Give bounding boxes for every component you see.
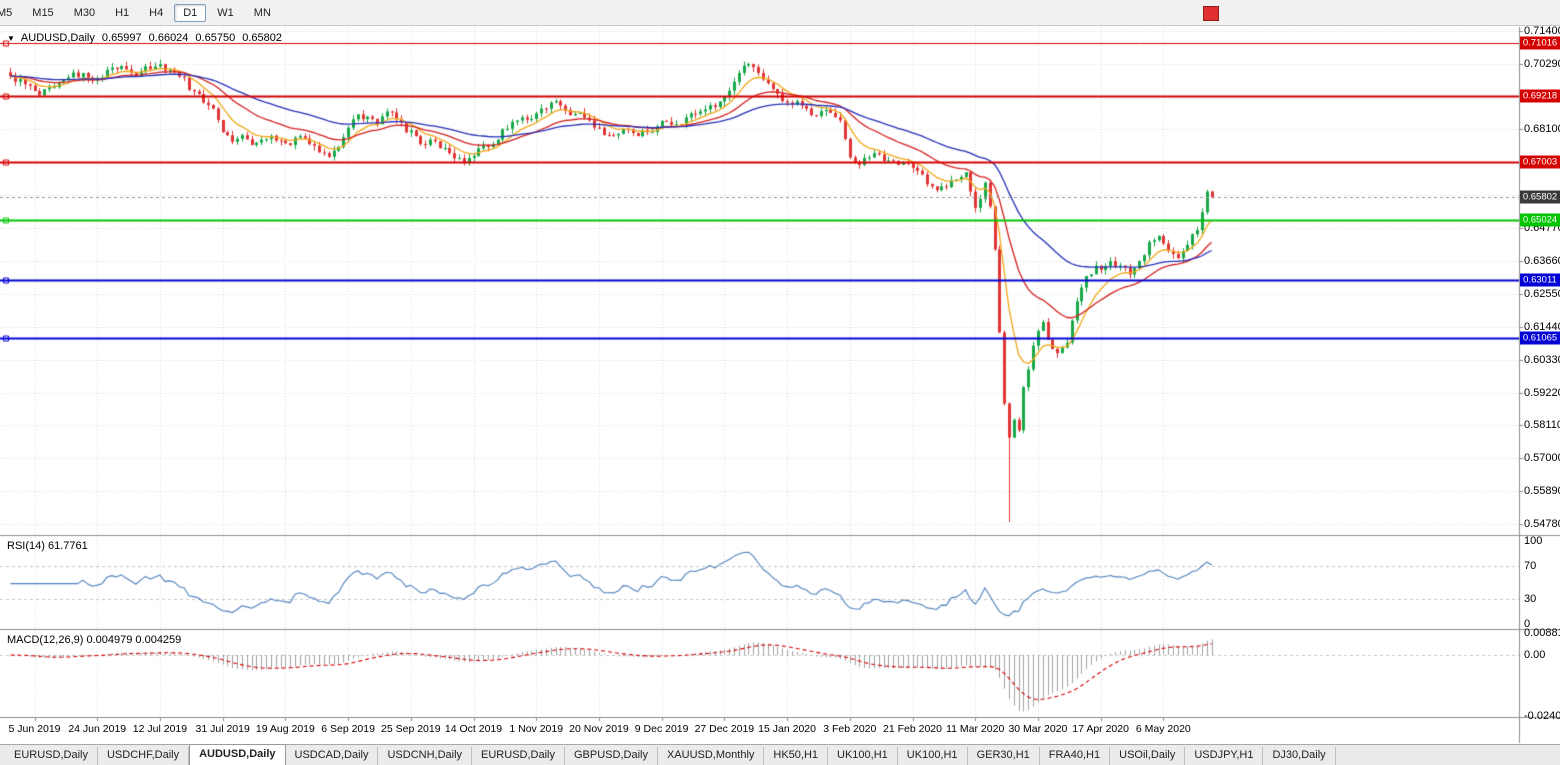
price-axis-tick: 0.54780 <box>1524 518 1560 531</box>
price-axis-tick: 0.58110 <box>1524 419 1560 432</box>
price-axis-tick: 0.60330 <box>1524 353 1560 366</box>
time-axis-tick: 19 Aug 2019 <box>255 723 315 735</box>
time-axis-tick: 24 Jun 2019 <box>68 723 127 735</box>
price-level-badge: 0.71016 <box>1520 36 1560 50</box>
price-axis-tick: 0.59220 <box>1524 386 1560 399</box>
price-axis-tick: 0.55890 <box>1524 485 1560 498</box>
chart-tab-usdjpy-h1[interactable]: USDJPY,H1 <box>1185 747 1264 765</box>
timeframe-button-m15[interactable]: M15 <box>32 6 54 19</box>
time-axis-tick: 27 Dec 2019 <box>694 723 755 735</box>
time-axis-tick: 15 Jan 2020 <box>758 723 816 735</box>
time-axis-tick: 3 Feb 2020 <box>823 723 877 735</box>
price-axis-tick: 0.70290 <box>1524 58 1560 71</box>
timeframe-button-w1[interactable]: W1 <box>217 6 234 19</box>
price-axis-tick: 0.71400 <box>1524 25 1560 38</box>
timeframe-button-h1[interactable]: H1 <box>115 6 130 19</box>
time-axis-tick: 31 Jul 2019 <box>195 723 250 735</box>
timeframe-toolbar: M5 M15 M30 H1 H4 D1 W1 MN <box>0 0 1560 26</box>
price-axis-tick: 0.61440 <box>1524 320 1560 333</box>
price-axis-tick: 0.68100 <box>1524 123 1560 136</box>
current-price-badge: 0.65802 <box>1520 190 1560 204</box>
chart-tab-ger30-h1[interactable]: GER30,H1 <box>968 747 1040 765</box>
macd-indicator-label: MACD(12,26,9) 0.004979 0.004259 <box>7 634 182 646</box>
time-axis-tick: 11 Mar 2020 <box>946 723 1005 735</box>
time-axis-tick: 9 Dec 2019 <box>634 723 689 735</box>
ohlc-open: 0.65997 <box>101 32 142 44</box>
price-level-badge: 0.65024 <box>1520 213 1560 227</box>
time-axis-tick: 6 Sep 2019 <box>321 723 375 735</box>
rsi-indicator-label: RSI(14) 61.7761 <box>7 540 88 552</box>
time-axis-tick: 25 Sep 2019 <box>381 723 441 735</box>
chart-tab-eurusd-daily[interactable]: EURUSD,Daily <box>5 747 98 765</box>
chart-tab-usdcad-daily[interactable]: USDCAD,Daily <box>286 747 379 765</box>
price-axis-tick: 0.57000 <box>1524 452 1560 465</box>
chart-symbol-label: ▼ AUDUSD,Daily 0.65997 0.66024 0.65750 0… <box>7 32 282 44</box>
price-level-badge: 0.69218 <box>1520 89 1560 103</box>
chart-tab-hk50-h1[interactable]: HK50,H1 <box>764 747 829 765</box>
time-axis-tick: 14 Oct 2019 <box>444 723 503 735</box>
rsi-axis-tick: 70 <box>1524 559 1537 572</box>
macd-axis-tick: -0.02408 <box>1524 709 1560 722</box>
timeframe-button-d1[interactable]: D1 <box>174 3 207 22</box>
time-axis-tick: 12 Jul 2019 <box>132 723 188 735</box>
chart-tab-bar: EURUSD,Daily USDCHF,Daily AUDUSD,Daily USDC… <box>0 744 1560 765</box>
time-axis-tick: 1 Nov 2019 <box>509 723 564 735</box>
time-axis-tick: 6 May 2020 <box>1135 723 1191 735</box>
price-level-badge: 0.67003 <box>1520 155 1560 169</box>
ohlc-close: 0.65802 <box>242 32 282 44</box>
time-axis-tick: 20 Nov 2019 <box>569 723 629 735</box>
price-level-badge: 0.63011 <box>1520 273 1560 287</box>
chart-tab-usdcnh-daily[interactable]: USDCNH,Daily <box>378 747 473 765</box>
timeframe-button-m30[interactable]: M30 <box>73 6 96 19</box>
ohlc-low: 0.65750 <box>195 32 236 44</box>
chart-tab-usoil-daily[interactable]: USOil,Daily <box>1110 747 1186 765</box>
chart-tab-eurusd-daily[interactable]: EURUSD,Daily <box>472 747 565 765</box>
chart-tab-usdchf-daily[interactable]: USDCHF,Daily <box>98 747 190 765</box>
chart-tab-gbpusd-daily[interactable]: GBPUSD,Daily <box>565 747 658 765</box>
chart-tab-xauusd-monthly[interactable]: XAUUSD,Monthly <box>658 747 765 765</box>
rsi-axis-tick: 30 <box>1524 593 1537 606</box>
red-marker-icon[interactable] <box>1203 6 1219 21</box>
timeframe-buttons: M5 M15 M30 H1 H4 D1 W1 MN <box>0 3 281 22</box>
symbol-text: AUDUSD,Daily <box>20 32 95 44</box>
time-axis-tick: 21 Feb 2020 <box>883 723 942 735</box>
macd-axis-tick: 0.00 <box>1524 649 1546 662</box>
chart-tab-fra40-h1[interactable]: FRA40,H1 <box>1040 747 1111 765</box>
chart-tab-uk100-h1[interactable]: UK100,H1 <box>898 747 968 765</box>
price-axis-tick: 0.62550 <box>1524 287 1560 300</box>
price-axis-tick: 0.63660 <box>1524 254 1560 267</box>
ohlc-high: 0.66024 <box>148 32 189 44</box>
chart-tab-uk100-h1[interactable]: UK100,H1 <box>828 747 898 765</box>
chart-tab-dj30-daily[interactable]: DJ30,Daily <box>1263 747 1336 765</box>
price-level-badge: 0.61065 <box>1520 331 1560 345</box>
rsi-axis-tick: 100 <box>1524 535 1543 548</box>
time-axis-tick: 5 Jun 2019 <box>8 723 61 735</box>
chart-dropdown-icon[interactable]: ▼ <box>7 33 15 43</box>
time-axis-tick: 17 Apr 2020 <box>1072 723 1129 735</box>
rsi-axis-tick: 0 <box>1524 617 1531 630</box>
timeframe-button-m5[interactable]: M5 <box>0 6 13 19</box>
chart-tab-audusd-daily[interactable]: AUDUSD,Daily <box>189 744 286 765</box>
timeframe-button-h4[interactable]: H4 <box>149 6 164 19</box>
time-axis-tick: 30 Mar 2020 <box>1008 723 1068 735</box>
macd-axis-tick: 0.008815 <box>1524 626 1560 639</box>
timeframe-button-mn[interactable]: MN <box>253 6 271 19</box>
